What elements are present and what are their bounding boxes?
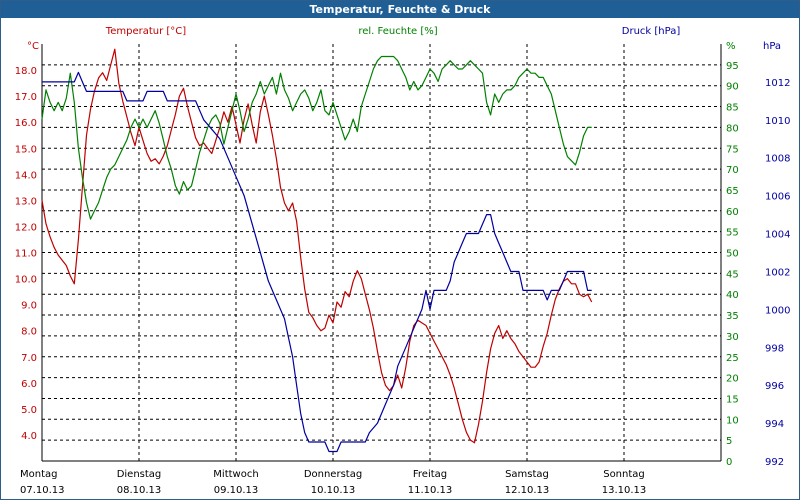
temperature-tick-label: 18.0	[15, 66, 37, 77]
humidity-tick-label: 45	[726, 269, 739, 280]
humidity-tick-label: 10	[726, 415, 739, 426]
humidity-axis-title: rel. Feuchte [%]	[358, 26, 437, 37]
x-tick-date: 11.10.13	[408, 485, 453, 496]
pressure-axis-title: Druck [hPa]	[622, 26, 681, 37]
temperature-tick-label: 16.0	[15, 118, 37, 129]
temperature-tick-label: 12.0	[15, 222, 37, 233]
humidity-tick-label: 90	[726, 82, 739, 93]
temperature-tick-label: 11.0	[15, 249, 37, 260]
humidity-tick-label: 25	[726, 353, 739, 364]
window-title: Temperatur, Feuchte & Druck	[1, 1, 799, 18]
x-tick-day: Samstag	[505, 469, 549, 480]
humidity-tick-label: 85	[726, 103, 739, 114]
temperature-tick-label: 8.0	[21, 327, 37, 338]
temperature-tick-label: 4.0	[21, 431, 37, 442]
pressure-tick-label: 994	[765, 419, 784, 430]
pressure-tick-label: 1002	[765, 267, 790, 278]
humidity-tick-label: 95	[726, 61, 739, 72]
humidity-tick-label: 75	[726, 144, 739, 155]
pressure-tick-label: 1010	[765, 116, 790, 127]
humidity-tick-label: 80	[726, 123, 739, 134]
temperature-unit-label: °C	[27, 41, 39, 52]
pressure-tick-label: 1004	[765, 230, 790, 241]
series-line-pressure	[42, 71, 592, 453]
x-tick-day: Dienstag	[117, 469, 162, 480]
temperature-tick-label: 9.0	[21, 301, 37, 312]
pressure-tick-label: 998	[765, 343, 784, 354]
x-tick-day: Montag	[20, 469, 57, 480]
x-tick-date: 09.10.13	[214, 485, 259, 496]
humidity-tick-label: 35	[726, 311, 739, 322]
pressure-tick-label: 996	[765, 381, 784, 392]
humidity-tick-label: 5	[726, 436, 732, 447]
humidity-tick-label: 30	[726, 332, 739, 343]
pressure-tick-label: 1012	[765, 78, 790, 89]
x-tick-day: Freitag	[413, 469, 447, 480]
x-tick-date: 10.10.13	[311, 485, 356, 496]
x-tick-day: Donnerstag	[304, 469, 362, 480]
pressure-tick-label: 1008	[765, 154, 790, 165]
temperature-tick-label: 7.0	[21, 353, 37, 364]
pressure-unit-label: hPa	[763, 41, 781, 52]
humidity-tick-label: 15	[726, 394, 739, 405]
temperature-tick-label: 5.0	[21, 405, 37, 416]
humidity-tick-label: 60	[726, 207, 739, 218]
x-tick-day: Sonntag	[603, 469, 645, 480]
pressure-tick-label: 1000	[765, 305, 790, 316]
series-line-humidity	[41, 55, 592, 220]
humidity-tick-label: 55	[726, 228, 739, 239]
temperature-axis-title: Temperatur [°C]	[105, 26, 186, 37]
humidity-unit-label: %	[726, 41, 736, 52]
humidity-tick-label: 20	[726, 374, 739, 385]
series-line-temperature	[41, 48, 593, 444]
humidity-tick-label: 65	[726, 186, 739, 197]
humidity-tick-label: 0	[726, 457, 732, 468]
x-tick-date: 08.10.13	[117, 485, 162, 496]
temperature-tick-label: 6.0	[21, 379, 37, 390]
x-tick-date: 12.10.13	[505, 485, 550, 496]
x-tick-day: Mittwoch	[213, 469, 258, 480]
chart-canvas: °C 4.0 5.0 6.0 7.0 8.0 9.0 10.0 11.0 12.0 13.0 14.0…	[15, 26, 791, 496]
humidity-tick-label: 50	[726, 249, 739, 260]
x-tick-date: 13.10.13	[602, 485, 647, 496]
pressure-tick-label: 992	[765, 457, 784, 468]
temperature-tick-label: 17.0	[15, 92, 37, 103]
humidity-tick-label: 70	[726, 165, 739, 176]
temperature-tick-label: 13.0	[15, 196, 37, 207]
x-tick-date: 07.10.13	[20, 485, 65, 496]
humidity-tick-label: 40	[726, 290, 739, 301]
pressure-tick-label: 1006	[765, 192, 790, 203]
temperature-tick-label: 15.0	[15, 144, 37, 155]
temperature-tick-label: 10.0	[15, 275, 37, 286]
temperature-tick-label: 14.0	[15, 170, 37, 181]
